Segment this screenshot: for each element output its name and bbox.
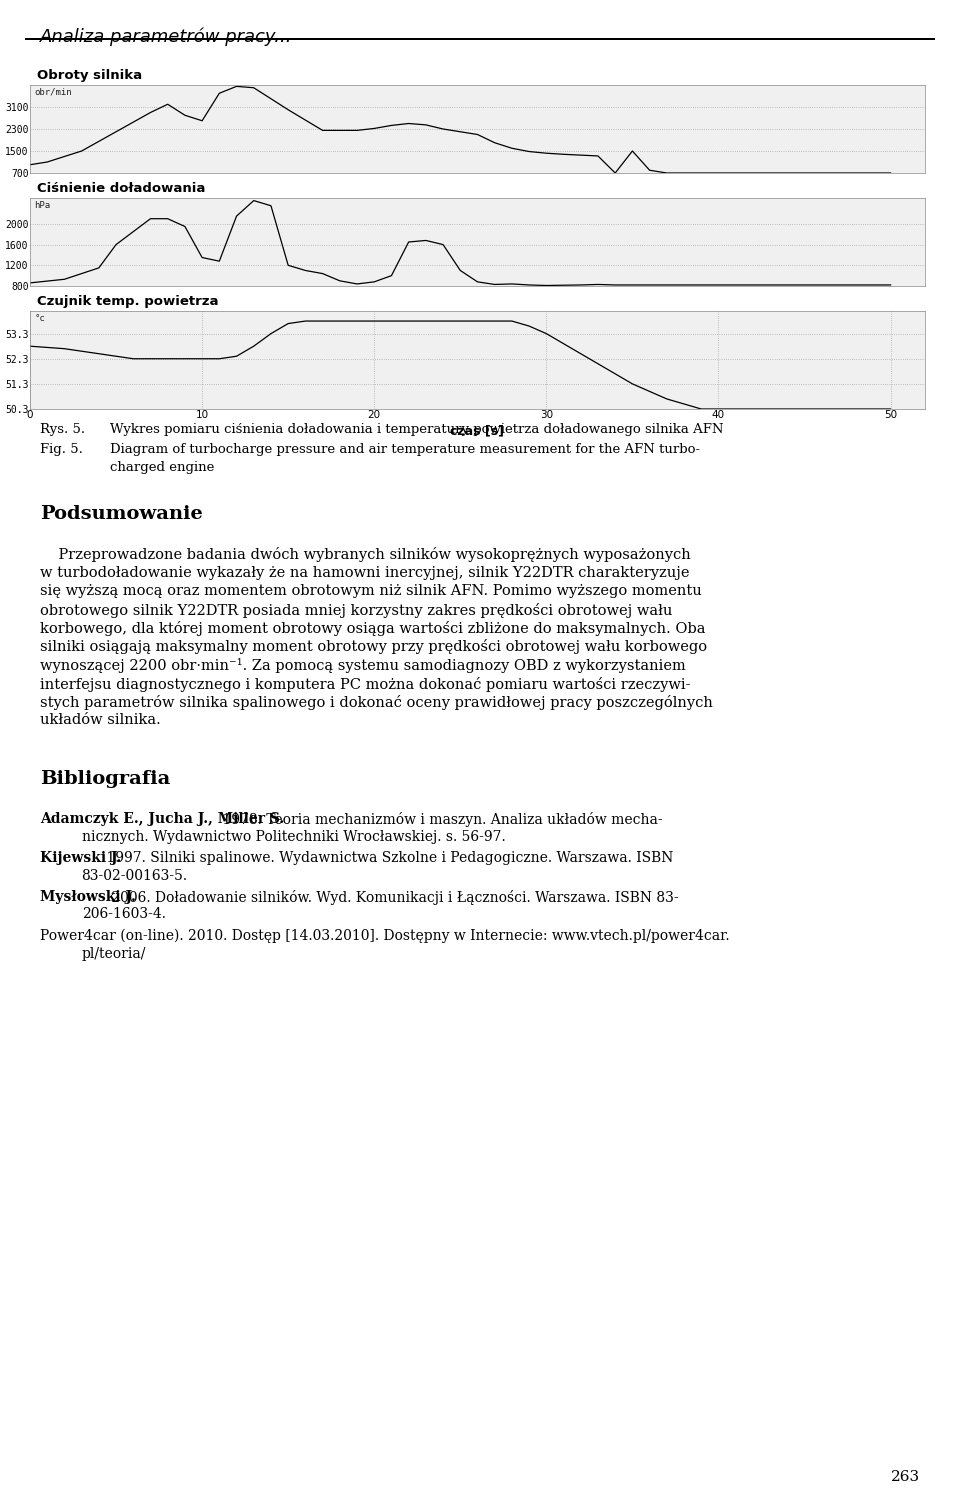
Text: Przeprowadzone badania dwóch wybranych silników wysokoprężnych wyposażonych: Przeprowadzone badania dwóch wybranych s… [40,547,691,562]
Text: Ciśnienie doładowania: Ciśnienie doładowania [37,182,205,196]
Text: układów silnika.: układów silnika. [40,713,161,728]
Text: w turbodoładowanie wykazały że na hamowni inercyjnej, silnik Y22DTR charakteryzu: w turbodoładowanie wykazały że na hamown… [40,566,690,579]
Text: się wyższą mocą oraz momentem obrotowym niż silnik AFN. Pomimo wyższego momentu: się wyższą mocą oraz momentem obrotowym … [40,584,702,599]
Text: °c: °c [35,314,45,323]
Text: 263: 263 [891,1469,920,1484]
Text: korbowego, dla której moment obrotowy osiąga wartości zbliżone do maksymalnych. : korbowego, dla której moment obrotowy os… [40,621,706,636]
Text: Adamczyk E., Jucha J., Miller S.: Adamczyk E., Jucha J., Miller S. [40,812,284,826]
Text: obr/min: obr/min [35,87,72,96]
Text: Analiza parametrów pracy...: Analiza parametrów pracy... [40,29,293,47]
Text: Wykres pomiaru ciśnienia doładowania i temperatury powietrza doładowanego silnik: Wykres pomiaru ciśnienia doładowania i t… [110,423,724,436]
Text: 2006. Doładowanie silników. Wyd. Komunikacji i Łączności. Warszawa. ISBN 83-: 2006. Doładowanie silników. Wyd. Komunik… [108,890,679,905]
Text: 1997. Silniki spalinowe. Wydawnictwa Szkolne i Pedagogiczne. Warszawa. ISBN: 1997. Silniki spalinowe. Wydawnictwa Szk… [102,851,673,865]
Text: silniki osiągają maksymalny moment obrotowy przy prędkości obrotowej wału korbow: silniki osiągają maksymalny moment obrot… [40,639,708,654]
Text: Bibliografia: Bibliografia [40,770,171,788]
Text: Podsumowanie: Podsumowanie [40,505,204,523]
Text: charged engine: charged engine [110,462,215,474]
X-axis label: czas [s]: czas [s] [450,424,505,438]
Text: Power4car (on-line). 2010. Dostęp [14.03.2010]. Dostępny w Internecie: www.vtech: Power4car (on-line). 2010. Dostęp [14.03… [40,929,730,943]
Text: 83-02-00163-5.: 83-02-00163-5. [82,868,188,883]
Text: nicznych. Wydawnictwo Politechniki Wrocławskiej. s. 56-97.: nicznych. Wydawnictwo Politechniki Wrocł… [82,830,505,844]
Text: Rys. 5.: Rys. 5. [40,423,85,436]
Text: pl/teoria/: pl/teoria/ [82,946,146,961]
Text: stych parametrów silnika spalinowego i dokonać oceny prawidłowej pracy poszczegó: stych parametrów silnika spalinowego i d… [40,695,713,710]
Text: Kijewski J.: Kijewski J. [40,851,122,865]
Text: obrotowego silnik Y22DTR posiada mniej korzystny zakres prędkości obrotowej wału: obrotowego silnik Y22DTR posiada mniej k… [40,603,673,618]
Text: 1978. Teoria mechanizmów i maszyn. Analiza układów mecha-: 1978. Teoria mechanizmów i maszyn. Anali… [219,812,663,827]
Text: Czujnik temp. powietrza: Czujnik temp. powietrza [37,295,219,308]
Text: Fig. 5.: Fig. 5. [40,444,84,456]
Text: Diagram of turbocharge pressure and air temperature measurement for the AFN turb: Diagram of turbocharge pressure and air … [110,444,701,456]
Text: Mysłowski J.: Mysłowski J. [40,890,136,904]
Text: wynoszącej 2200 obr·min⁻¹. Za pomocą systemu samodiagnozy OBD z wykorzystaniem: wynoszącej 2200 obr·min⁻¹. Za pomocą sys… [40,659,686,672]
Text: Obroty silnika: Obroty silnika [37,69,142,83]
Text: 206-1603-4.: 206-1603-4. [82,907,166,922]
Text: interfejsu diagnostycznego i komputera PC można dokonać pomiaru wartości rzeczyw: interfejsu diagnostycznego i komputera P… [40,677,691,692]
Text: hPa: hPa [35,200,51,209]
